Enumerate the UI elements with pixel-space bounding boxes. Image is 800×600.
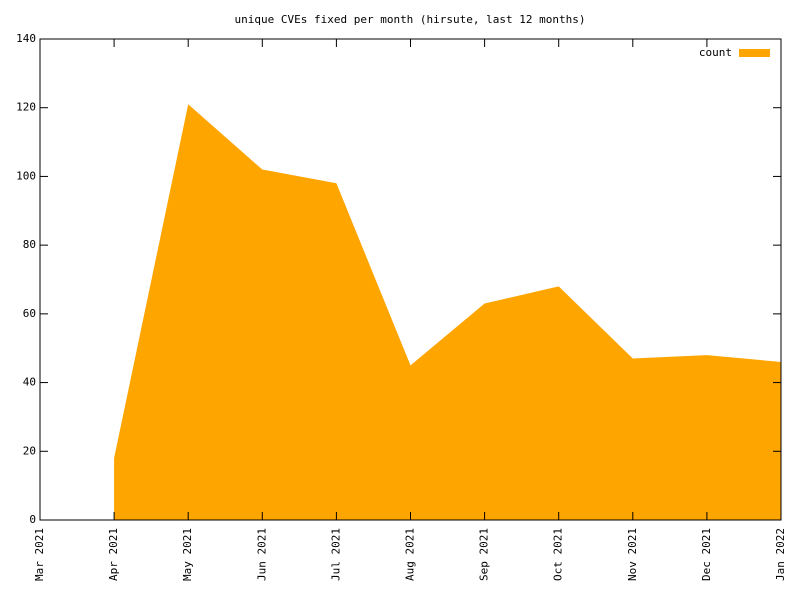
x-tick-label: Mar 2021	[33, 528, 46, 581]
y-tick-label: 100	[16, 169, 36, 182]
y-tick-label: 20	[23, 444, 36, 457]
x-tick-label: May 2021	[181, 528, 194, 581]
x-tick-label: Nov 2021	[626, 528, 639, 581]
x-tick-label: Jan 2022	[774, 528, 787, 581]
x-tick-label: Apr 2021	[107, 528, 120, 581]
y-tick-label: 40	[23, 376, 36, 389]
area	[114, 104, 782, 521]
x-tick-label: Aug 2021	[404, 528, 417, 581]
x-tick-label: Jun 2021	[255, 528, 268, 581]
y-tick-label: 140	[16, 32, 36, 45]
chart-title: unique CVEs fixed per month (hirsute, la…	[235, 13, 586, 26]
y-tick-label: 120	[16, 101, 36, 114]
y-tick-label: 60	[23, 307, 36, 320]
x-tick-label: Dec 2021	[700, 528, 713, 581]
legend-swatch	[739, 49, 770, 57]
legend-label: count	[699, 46, 732, 59]
y-tick-label: 80	[23, 238, 36, 251]
x-tick-label: Oct 2021	[552, 528, 565, 581]
y-tick-label: 0	[29, 513, 36, 526]
x-tick-label: Jul 2021	[329, 528, 342, 581]
x-tick-label: Sep 2021	[478, 528, 491, 581]
